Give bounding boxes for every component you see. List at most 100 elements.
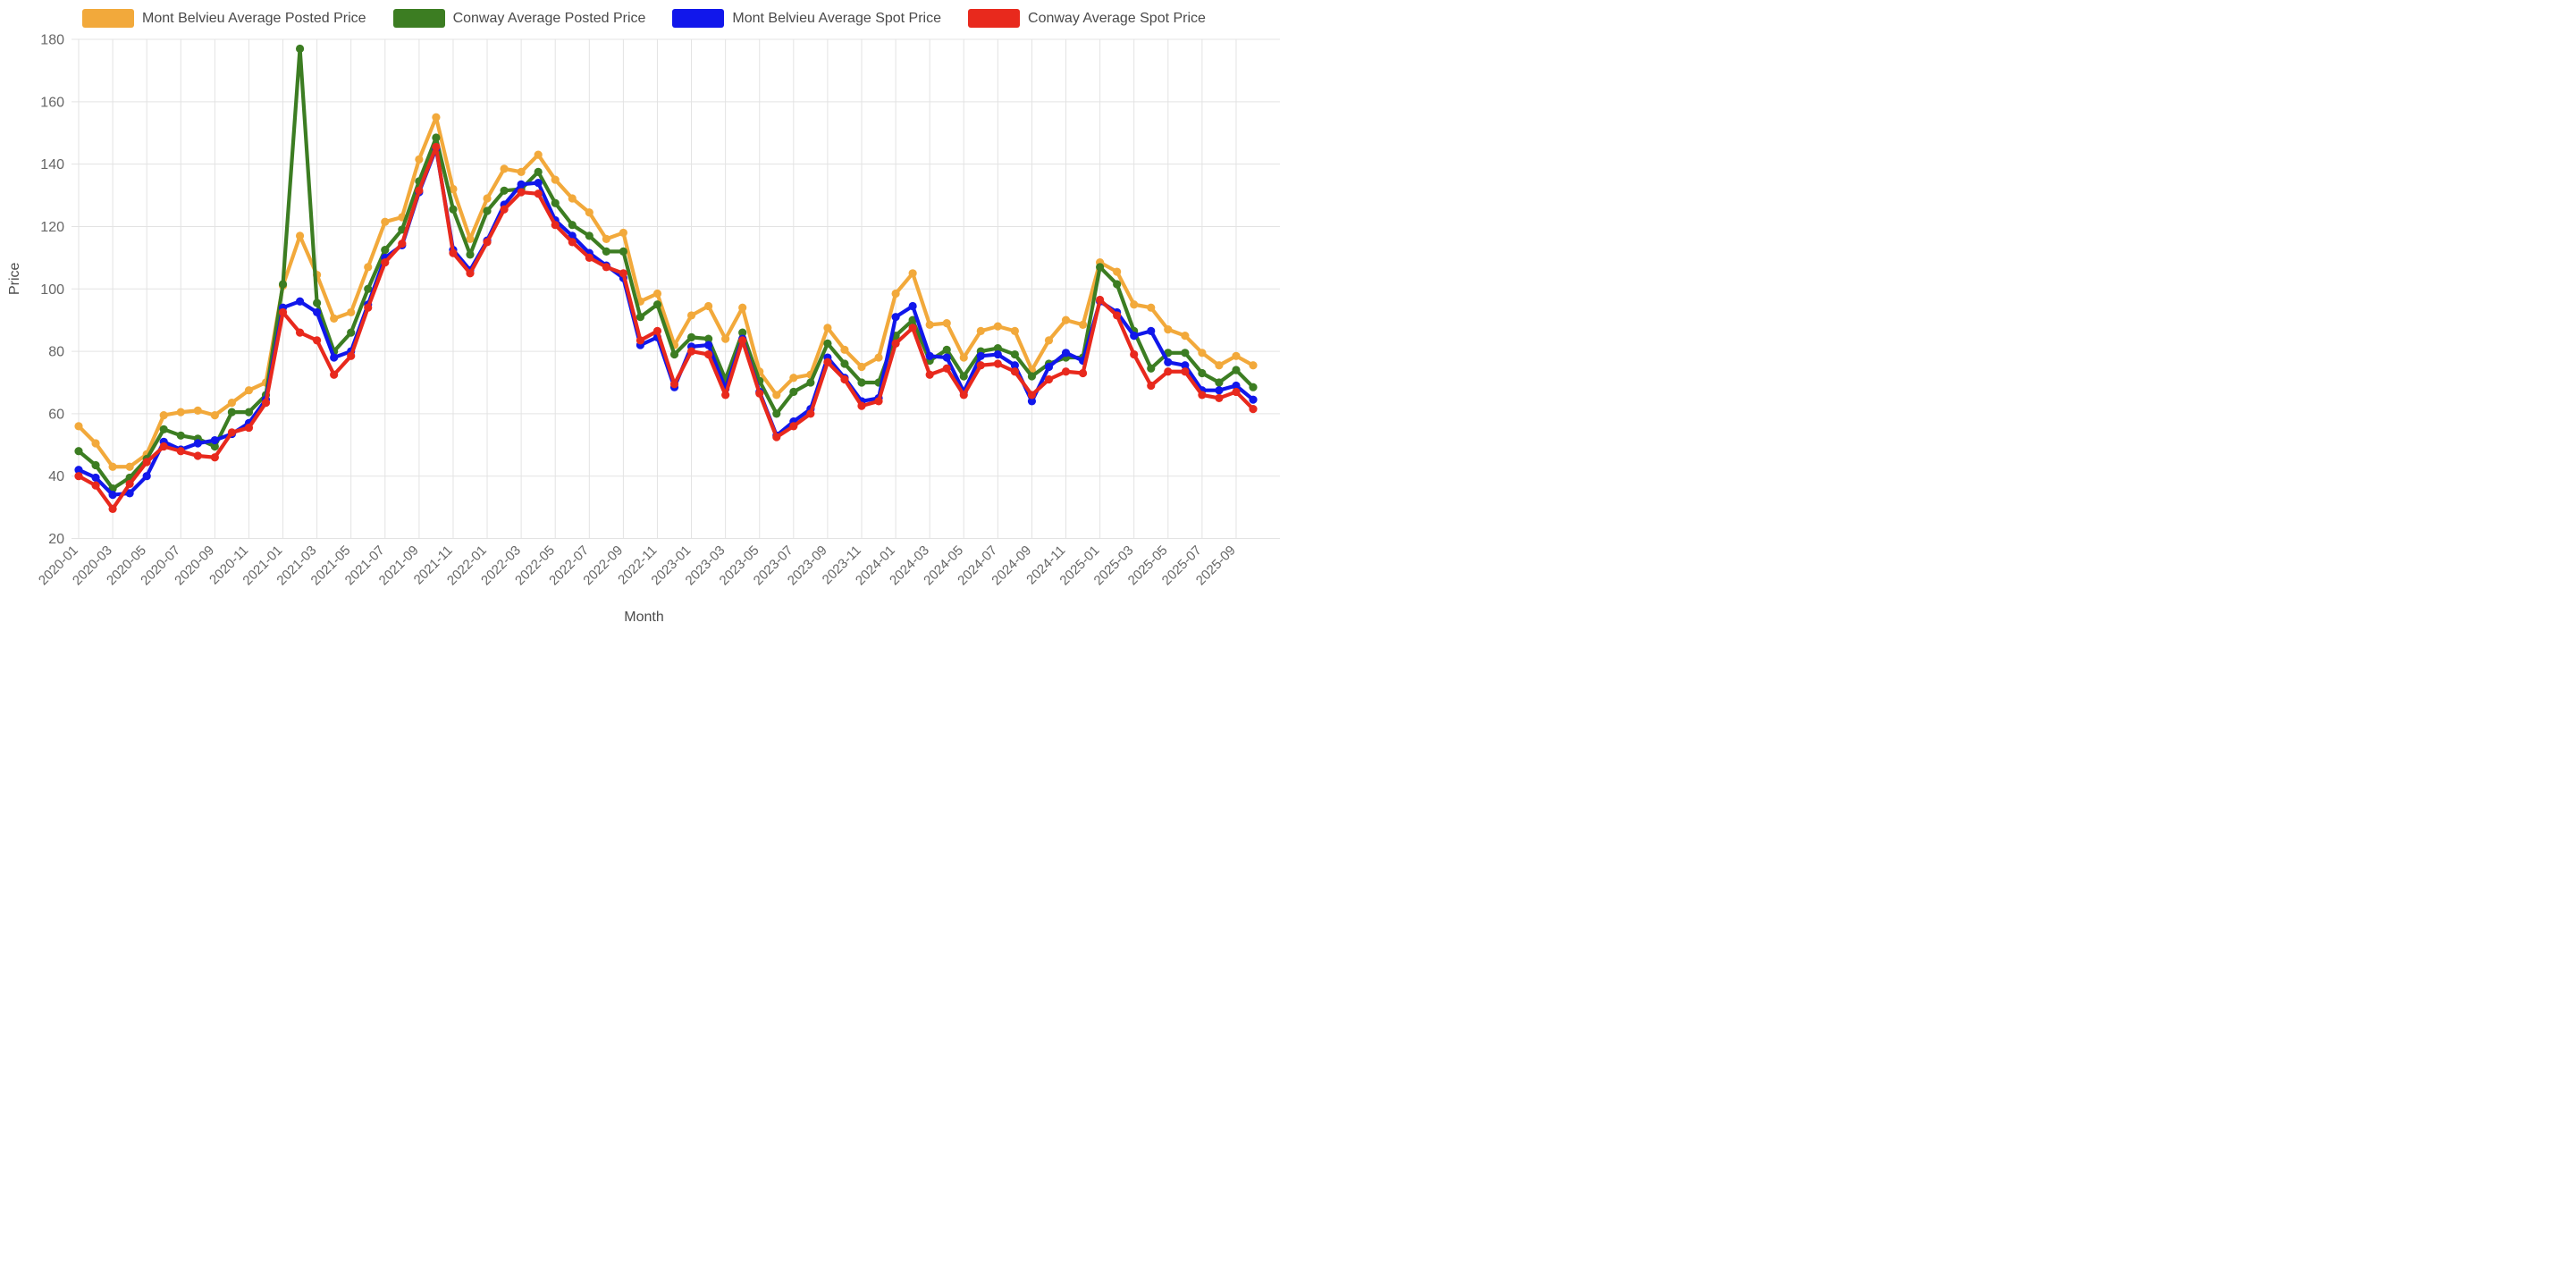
series-point-2 xyxy=(925,351,934,360)
series-point-1 xyxy=(1249,383,1258,391)
series-point-1 xyxy=(669,349,679,359)
series-point-3 xyxy=(551,221,560,230)
series-point-3 xyxy=(755,389,764,398)
legend-item-2[interactable]: Mont Belvieu Average Spot Price xyxy=(672,9,941,28)
series-point-2 xyxy=(295,297,305,306)
series-point-0 xyxy=(534,150,543,159)
series-point-0 xyxy=(1113,267,1122,276)
series-point-3 xyxy=(806,409,815,418)
series-point-3 xyxy=(619,269,627,278)
series-point-0 xyxy=(1010,326,1019,335)
series-point-2 xyxy=(74,466,83,475)
series-point-1 xyxy=(1198,368,1207,378)
series-point-0 xyxy=(704,301,713,311)
series-point-3 xyxy=(1096,295,1105,305)
legend-swatch-0 xyxy=(82,9,135,28)
series-point-0 xyxy=(381,217,390,226)
series-point-3 xyxy=(789,422,798,431)
series-point-0 xyxy=(1181,332,1190,341)
series-point-2 xyxy=(210,435,219,445)
series-point-0 xyxy=(227,399,236,408)
series-point-2 xyxy=(1215,386,1224,395)
series-point-0 xyxy=(125,462,134,471)
series-point-3 xyxy=(449,248,458,257)
series-point-1 xyxy=(652,300,662,309)
series-point-0 xyxy=(415,155,424,164)
legend-item-1[interactable]: Conway Average Posted Price xyxy=(392,9,646,28)
series-point-0 xyxy=(721,334,730,343)
series-point-3 xyxy=(432,142,441,152)
series-point-1 xyxy=(381,246,390,255)
series-point-3 xyxy=(874,397,883,406)
series-point-0 xyxy=(891,289,900,299)
series-point-1 xyxy=(278,280,288,289)
series-point-3 xyxy=(193,451,202,460)
series-point-0 xyxy=(1130,300,1139,309)
series-point-3 xyxy=(1130,349,1139,359)
series-point-3 xyxy=(483,238,492,247)
legend-item-3[interactable]: Conway Average Spot Price xyxy=(968,9,1206,28)
series-point-3 xyxy=(159,442,168,451)
series-point-3 xyxy=(500,205,509,214)
series-point-1 xyxy=(1096,263,1105,272)
price-chart: 204060801001201401601802020-012020-03202… xyxy=(36,33,1280,588)
series-point-3 xyxy=(295,328,305,337)
series-point-0 xyxy=(108,462,117,471)
series-point-1 xyxy=(738,328,747,337)
series-point-2 xyxy=(534,178,543,188)
series-point-3 xyxy=(244,423,254,433)
series-point-1 xyxy=(1027,372,1037,381)
series-point-0 xyxy=(602,234,610,243)
series-point-1 xyxy=(210,442,219,451)
y-axis-title: Price xyxy=(7,262,22,295)
series-point-3 xyxy=(976,361,985,370)
series-point-0 xyxy=(1198,349,1207,358)
series-point-3 xyxy=(210,453,219,462)
series-point-3 xyxy=(1027,391,1037,400)
series-point-0 xyxy=(193,406,202,415)
series-point-1 xyxy=(1113,280,1122,289)
series-point-0 xyxy=(74,422,83,431)
series-point-3 xyxy=(415,186,424,195)
series-point-3 xyxy=(1147,381,1156,391)
series-point-0 xyxy=(1147,303,1156,312)
series-point-3 xyxy=(1113,311,1122,320)
series-point-0 xyxy=(159,411,168,420)
series-point-0 xyxy=(908,269,917,278)
series-point-3 xyxy=(652,326,662,335)
series-point-0 xyxy=(568,194,577,203)
series-point-1 xyxy=(483,206,492,215)
series-point-2 xyxy=(908,301,917,311)
series-point-3 xyxy=(1249,405,1258,414)
series-point-3 xyxy=(1078,368,1088,378)
series-point-3 xyxy=(142,458,151,467)
series-point-1 xyxy=(568,221,577,230)
series-point-1 xyxy=(159,425,168,433)
y-tick-label: 60 xyxy=(48,407,64,422)
series-point-0 xyxy=(330,314,339,324)
y-tick-label: 80 xyxy=(48,345,64,360)
series-point-0 xyxy=(466,234,475,243)
series-point-0 xyxy=(1061,316,1071,324)
series-point-3 xyxy=(261,399,271,408)
legend-item-0[interactable]: Mont Belvieu Average Posted Price xyxy=(82,9,366,28)
series-point-0 xyxy=(1249,361,1258,370)
series-point-2 xyxy=(1130,332,1139,341)
series-point-3 xyxy=(330,370,339,379)
series-point-0 xyxy=(1164,325,1173,334)
series-point-1 xyxy=(789,387,798,397)
series-point-1 xyxy=(244,408,254,416)
legend-label-3: Conway Average Spot Price xyxy=(1028,10,1206,26)
series-point-0 xyxy=(364,263,373,272)
series-point-0 xyxy=(551,175,560,184)
legend: Mont Belvieu Average Posted Price Conway … xyxy=(0,9,1288,28)
series-point-0 xyxy=(517,167,526,176)
series-point-1 xyxy=(91,460,100,470)
series-point-1 xyxy=(534,167,543,176)
series-point-1 xyxy=(1147,364,1156,373)
series-point-0 xyxy=(176,408,185,416)
series-point-1 xyxy=(942,345,951,354)
series-point-1 xyxy=(74,447,83,456)
legend-label-1: Conway Average Posted Price xyxy=(452,10,646,26)
series-point-0 xyxy=(244,386,254,395)
